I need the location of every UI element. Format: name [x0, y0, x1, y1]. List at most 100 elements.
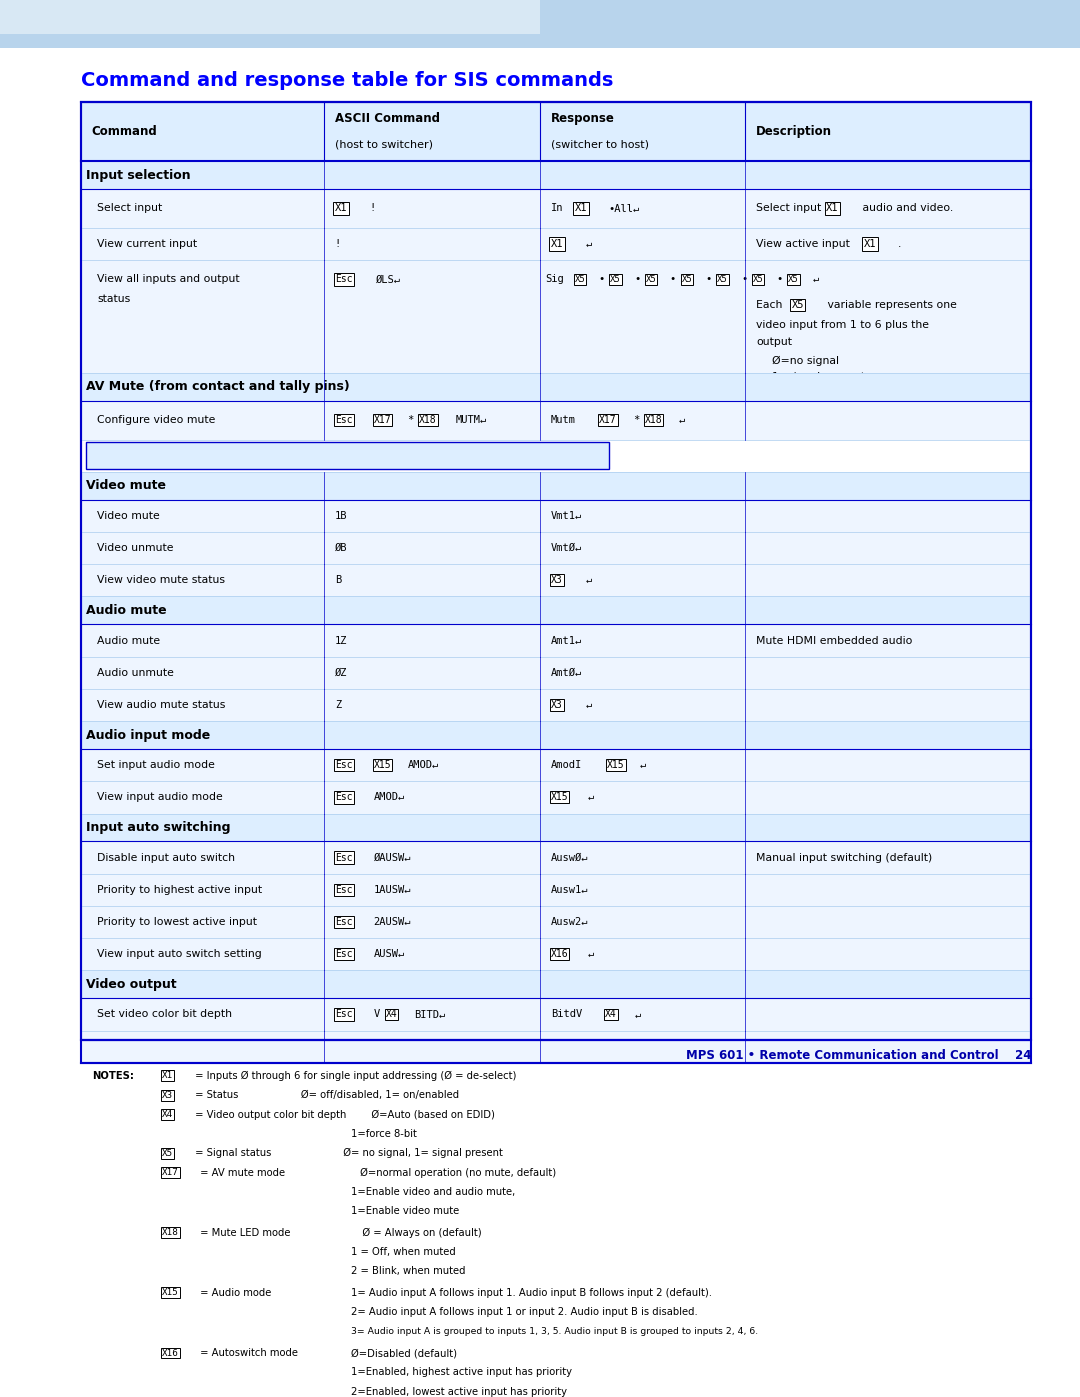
Text: Video mute: Video mute [97, 511, 160, 521]
Text: .: . [897, 239, 901, 249]
Text: ØAUSW↵: ØAUSW↵ [374, 852, 411, 862]
Text: ØLS↵: ØLS↵ [376, 274, 401, 285]
Text: X1: X1 [826, 204, 839, 214]
Bar [81, 102, 1031, 1041]
Text: AV Mute (from contact and tally pins): AV Mute (from contact and tally pins) [86, 380, 350, 394]
Text: audio and video.: audio and video. [859, 204, 953, 214]
Text: X5: X5 [792, 300, 805, 310]
Text: 1 = Off, when muted: 1 = Off, when muted [351, 1248, 456, 1257]
Text: X1: X1 [162, 1071, 173, 1080]
Bar [81, 1041, 1031, 1063]
Bar [81, 939, 1031, 971]
Text: 1AUSW↵: 1AUSW↵ [374, 884, 411, 895]
Text: In: In [551, 204, 564, 214]
Text: = Autoswitch mode: = Autoswitch mode [197, 1348, 298, 1358]
Text: X3: X3 [551, 576, 563, 585]
Bar [81, 189, 1031, 228]
Text: 2=Enabled, lowest active input has priority: 2=Enabled, lowest active input has prior… [351, 1387, 567, 1397]
Text: V: V [374, 1010, 380, 1020]
Text: Input auto switching: Input auto switching [86, 821, 231, 834]
Bar [81, 624, 1031, 657]
Text: ↵: ↵ [585, 576, 592, 585]
Text: Ausw2↵: Ausw2↵ [551, 916, 589, 928]
Text: Amt1↵: Amt1↵ [551, 636, 582, 645]
Text: (switcher to host): (switcher to host) [551, 140, 649, 149]
Text: AMOD↵: AMOD↵ [374, 792, 405, 802]
Text: X18: X18 [419, 415, 436, 425]
Bar [0, 0, 540, 35]
Text: 2= Audio input A follows input 1 or input 2. Audio input B is disabled.: 2= Audio input A follows input 1 or inpu… [351, 1308, 698, 1317]
Bar [81, 999, 1031, 1031]
Text: X5: X5 [162, 1148, 173, 1158]
Bar [81, 472, 1031, 500]
Bar [81, 813, 1031, 841]
Text: NOTES:: NOTES: [92, 1070, 134, 1081]
Text: Select input: Select input [756, 204, 825, 214]
Text: Priority to lowest active input: Priority to lowest active input [97, 916, 257, 928]
Text: Esc: Esc [335, 1010, 352, 1020]
Bar [81, 971, 1031, 999]
Text: ↵: ↵ [639, 760, 646, 770]
Text: Esc: Esc [335, 415, 352, 425]
Bar [0, 0, 1080, 49]
Bar [81, 597, 1031, 624]
Text: BitdV: BitdV [551, 1010, 582, 1020]
Text: X4: X4 [605, 1010, 617, 1020]
Text: •: • [634, 274, 640, 285]
Text: Audio mute: Audio mute [97, 636, 160, 645]
Text: NOTE:: NOTE: [97, 448, 135, 458]
Text: Video output: Video output [86, 978, 177, 990]
Bar [81, 905, 1031, 939]
Text: AUSW↵: AUSW↵ [374, 950, 405, 960]
Text: ↵: ↵ [583, 1042, 590, 1052]
Text: Input selection: Input selection [86, 169, 191, 182]
Text: X5: X5 [575, 275, 585, 284]
Text: Esc: Esc [335, 916, 352, 928]
Text: Ø=no signal: Ø=no signal [772, 356, 839, 366]
Text: X1: X1 [335, 204, 348, 214]
Text: !: ! [335, 239, 341, 249]
Text: 1=signal present: 1=signal present [772, 372, 865, 383]
Bar [81, 873, 1031, 905]
Text: X5: X5 [788, 275, 799, 284]
Text: •: • [670, 274, 676, 285]
Text: •: • [777, 274, 783, 285]
Text: MPS 601 • Remote Communication and Control    24: MPS 601 • Remote Communication and Contr… [686, 1049, 1031, 1062]
Text: ØZ: ØZ [335, 668, 348, 678]
Text: Esc: Esc [335, 274, 352, 285]
Text: X17: X17 [162, 1168, 179, 1176]
Text: X4: X4 [386, 1010, 397, 1020]
Text: BITD↵: BITD↵ [414, 1010, 445, 1020]
Text: X5: X5 [681, 275, 692, 284]
Text: AmtØ↵: AmtØ↵ [551, 668, 582, 678]
Text: Configure video mute: Configure video mute [97, 415, 216, 425]
Text: Sig: Sig [545, 274, 564, 285]
Text: Command and response table for SIS commands: Command and response table for SIS comma… [81, 71, 613, 89]
Text: 1=force 8-bit: 1=force 8-bit [351, 1129, 417, 1139]
Text: 0*1 and 0*2 are invalid combinations (E13 response): 0*1 and 0*2 are invalid combinations (E1… [151, 448, 447, 458]
Text: Response: Response [551, 112, 615, 126]
Text: View audio mute status: View audio mute status [97, 700, 226, 710]
Text: Ausw1↵: Ausw1↵ [551, 884, 589, 895]
Text: X3: X3 [551, 700, 563, 710]
Bar [81, 749, 1031, 781]
Text: X18: X18 [645, 415, 662, 425]
Text: X16: X16 [551, 950, 568, 960]
Text: !: ! [369, 204, 376, 214]
Text: video input from 1 to 6 plus the: video input from 1 to 6 plus the [756, 320, 929, 330]
Text: View video mute status: View video mute status [97, 576, 226, 585]
Text: X5: X5 [610, 275, 621, 284]
Text: AmodI: AmodI [551, 760, 582, 770]
Bar [81, 532, 1031, 564]
Bar [81, 657, 1031, 689]
Text: B: B [335, 576, 341, 585]
Text: 1B: 1B [335, 511, 348, 521]
Bar [81, 373, 1031, 401]
Text: ↵: ↵ [588, 950, 594, 960]
Text: X5: X5 [753, 275, 764, 284]
Text: ↵: ↵ [635, 1010, 642, 1020]
Bar [81, 721, 1031, 749]
Text: 1=Enabled, highest active input has priority: 1=Enabled, highest active input has prio… [351, 1368, 572, 1377]
Text: Audio input mode: Audio input mode [86, 729, 211, 742]
Text: VmtØ↵: VmtØ↵ [551, 543, 582, 553]
